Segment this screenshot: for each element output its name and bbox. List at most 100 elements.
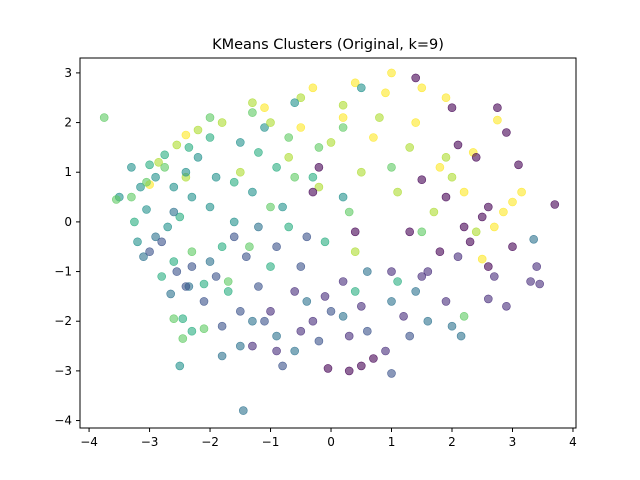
- data-point: [356, 301, 366, 311]
- data-point: [387, 297, 396, 306]
- data-point: [236, 167, 245, 177]
- data-point: [248, 108, 257, 117]
- data-point: [181, 282, 191, 291]
- data-point: [130, 217, 139, 227]
- data-point: [193, 153, 203, 162]
- data-point: [266, 118, 275, 127]
- x-tick-label: 2: [448, 435, 456, 449]
- x-tick-label: −3: [141, 435, 159, 449]
- data-point: [387, 369, 396, 378]
- data-point: [239, 406, 248, 415]
- data-point: [157, 272, 166, 281]
- data-point: [411, 118, 421, 127]
- data-point: [393, 187, 402, 197]
- data-point: [178, 334, 188, 343]
- data-point: [405, 227, 415, 237]
- data-point: [535, 279, 545, 289]
- y-tick-label: 1: [64, 165, 72, 179]
- data-point: [435, 163, 445, 172]
- data-point: [381, 346, 390, 356]
- data-point: [284, 133, 294, 142]
- data-point: [127, 192, 136, 202]
- data-point: [160, 163, 169, 172]
- data-point: [278, 361, 287, 371]
- data-point: [502, 128, 511, 137]
- data-point: [356, 361, 366, 371]
- data-point: [236, 306, 245, 316]
- data-point: [350, 78, 360, 88]
- data-point: [532, 262, 542, 271]
- data-point: [441, 192, 451, 202]
- plot-frame: [79, 57, 577, 429]
- data-point: [447, 321, 457, 331]
- data-point: [314, 182, 324, 192]
- data-point: [112, 195, 121, 204]
- data-point: [199, 279, 209, 289]
- data-point: [423, 316, 433, 326]
- data-point: [459, 222, 469, 232]
- data-point: [278, 202, 287, 212]
- data-point: [308, 83, 318, 93]
- data-point: [184, 143, 194, 152]
- data-point: [338, 192, 348, 202]
- x-tick-label: 4: [569, 435, 577, 449]
- data-point: [145, 160, 154, 170]
- data-point: [181, 167, 191, 177]
- data-point: [344, 366, 354, 376]
- data-point: [284, 153, 294, 162]
- data-point: [272, 331, 281, 341]
- y-tick-label: −3: [54, 364, 72, 378]
- data-point: [362, 326, 372, 336]
- data-point: [529, 235, 539, 244]
- data-point: [417, 227, 427, 237]
- data-point: [193, 125, 203, 135]
- data-point: [242, 252, 251, 262]
- data-point: [211, 272, 221, 281]
- data-point: [154, 158, 163, 167]
- data-point: [260, 123, 269, 132]
- data-point: [175, 361, 185, 371]
- x-tick-label: −4: [80, 435, 98, 449]
- data-point: [290, 287, 300, 296]
- data-point: [248, 316, 257, 326]
- data-point: [172, 267, 182, 276]
- y-tick-label: 2: [64, 116, 72, 130]
- data-point: [314, 336, 324, 346]
- data-point: [441, 297, 451, 306]
- y-tick-label: 3: [64, 66, 72, 80]
- data-point: [139, 252, 148, 262]
- data-point: [417, 175, 427, 184]
- data-point: [187, 326, 197, 336]
- data-point: [508, 197, 517, 207]
- data-point: [229, 232, 239, 242]
- data-point: [223, 287, 233, 296]
- data-point: [447, 103, 457, 112]
- data-point: [290, 172, 300, 182]
- data-point: [127, 163, 136, 172]
- data-point: [290, 346, 300, 356]
- x-tick-label: −1: [262, 435, 280, 449]
- data-point: [344, 331, 354, 341]
- data-point: [338, 123, 348, 132]
- data-point: [405, 143, 415, 152]
- data-point: [136, 182, 145, 192]
- data-point: [314, 143, 324, 152]
- data-point: [290, 98, 300, 107]
- data-point: [344, 207, 354, 217]
- data-point: [308, 172, 318, 182]
- data-point: [205, 202, 215, 212]
- chart-title: KMeans Clusters (Original, k=9): [212, 37, 444, 53]
- data-point: [145, 247, 154, 256]
- y-axis: −4 −3 −2 −1 0 1 2 3: [54, 66, 80, 428]
- data-point: [338, 100, 348, 110]
- points-layer: [99, 68, 560, 415]
- data-point: [205, 113, 215, 122]
- data-point: [245, 242, 254, 251]
- data-point: [166, 289, 175, 299]
- x-tick-label: 0: [327, 435, 335, 449]
- data-point: [447, 172, 457, 182]
- data-point: [199, 324, 209, 334]
- data-point: [411, 73, 421, 83]
- data-point: [356, 167, 366, 177]
